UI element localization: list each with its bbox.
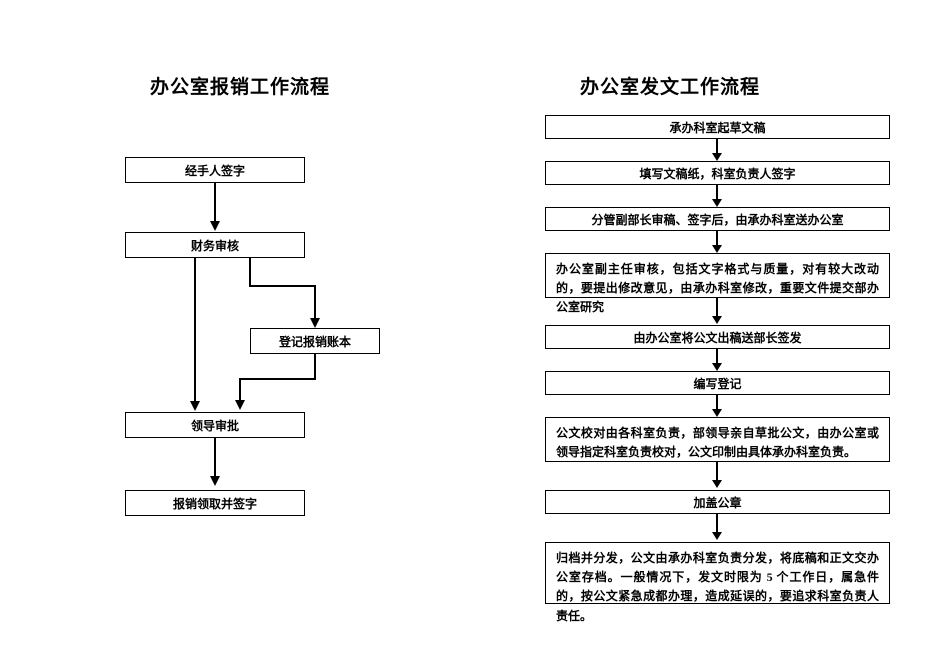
right-box-5: 由办公室将公文出稿送部长签发	[545, 325, 890, 349]
arrow-r2	[712, 185, 722, 209]
right-title: 办公室发文工作流程	[580, 72, 760, 99]
arrow-l4	[210, 438, 220, 488]
arrow-r8	[712, 462, 722, 490]
right-box-4: 办公室副主任审核，包括文字格式与质量，对有较大改动的，要提出修改意见，由承办科室…	[545, 253, 890, 298]
left-box-1: 经手人签字	[125, 157, 305, 183]
arrow-l3-merge	[230, 354, 320, 414]
right-box-1: 承办科室起草文稿	[545, 115, 890, 139]
arrow-r3	[712, 231, 722, 255]
arrow-r4	[712, 298, 722, 326]
arrow-l2-branch	[245, 258, 325, 333]
left-box-5: 报销领取并签字	[125, 490, 305, 516]
arrow-r6	[712, 349, 722, 373]
right-box-3: 分管副部长审稿、签字后，由承办科室送办公室	[545, 207, 890, 231]
arrow-r9	[712, 514, 722, 542]
left-title: 办公室报销工作流程	[150, 72, 330, 99]
right-box-7: 公文校对由各科室负责，部领导亲自草批公文，由办公室或领导指定科室负责校对，公文印…	[545, 417, 890, 462]
left-box-2: 财务审核	[125, 232, 305, 258]
arrow-l1	[210, 183, 220, 233]
right-box-2: 填写文稿纸，科室负责人签字	[545, 161, 890, 185]
arrow-r7	[712, 395, 722, 419]
left-box-3: 登记报销账本	[250, 328, 380, 354]
arrow-l2-main	[190, 258, 200, 413]
right-box-8: 加盖公章	[545, 490, 890, 514]
right-box-6: 编写登记	[545, 371, 890, 395]
right-box-9: 归档并分发，公文由承办科室负责分发，将底稿和正文交办公室存档。一般情况下，发文时…	[545, 542, 890, 604]
arrow-r1	[712, 139, 722, 163]
left-box-4: 领导审批	[125, 412, 305, 438]
